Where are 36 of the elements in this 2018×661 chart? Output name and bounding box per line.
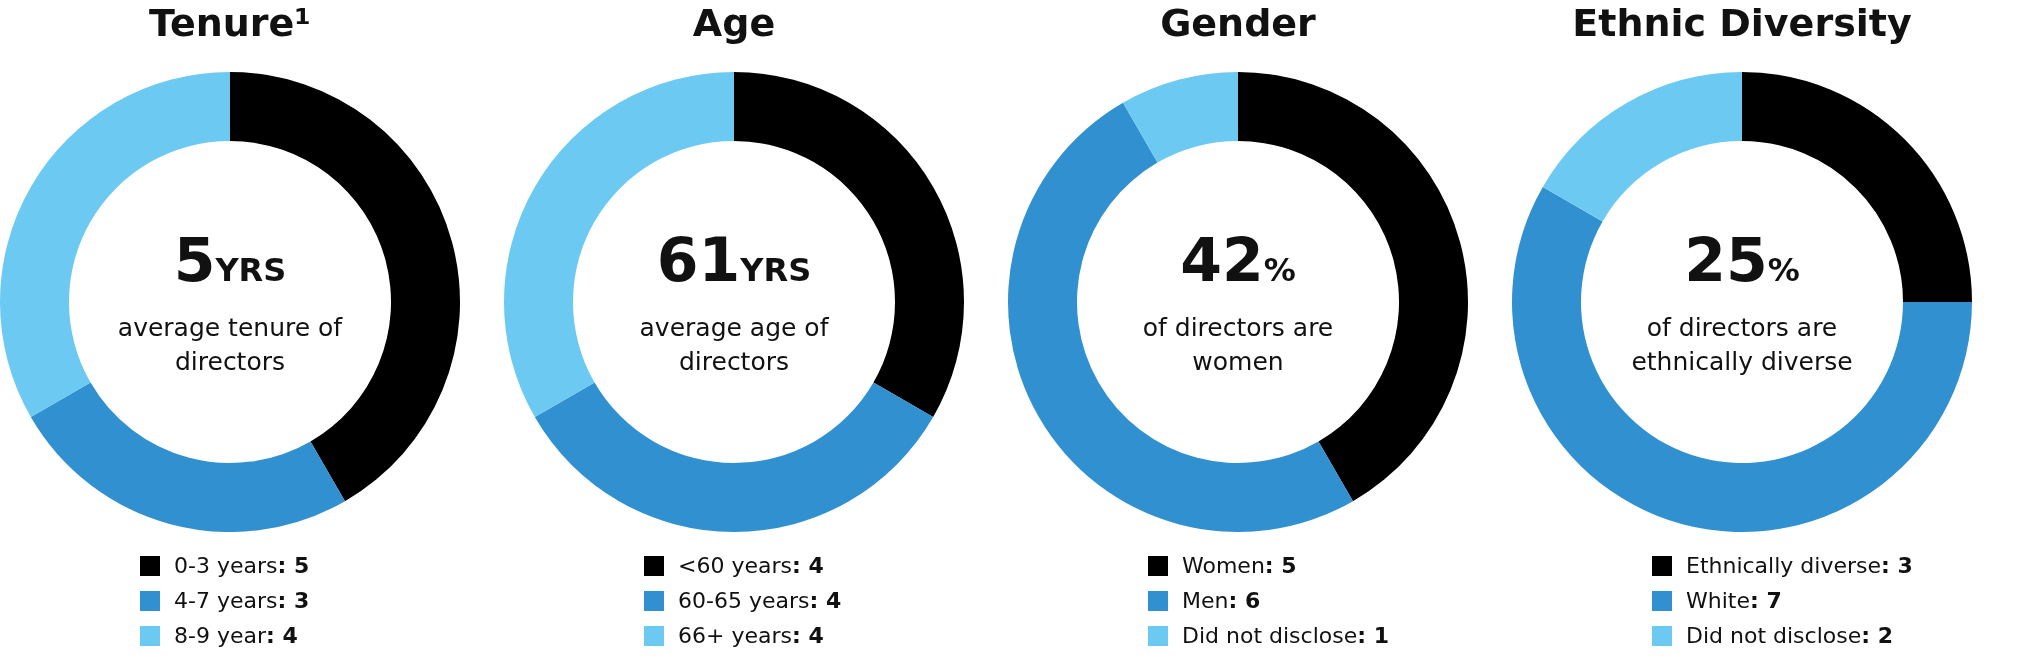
data-label: : 4: [791, 552, 824, 580]
data-label: : 2: [1861, 622, 1894, 650]
text: 61YRS: [656, 225, 812, 297]
legend-label: White: [1686, 587, 1750, 615]
text: of directors are ethnically diverse: [1630, 312, 1854, 378]
legend-label: 0-3 years: [174, 552, 278, 580]
data-label: : 3: [277, 587, 310, 615]
data-label: : 3: [1881, 552, 1913, 580]
legend-label: 66+ years: [678, 622, 792, 650]
text: average tenure of directors: [116, 312, 344, 378]
chart-title: Gender: [1159, 0, 1317, 46]
data-label: : 4: [809, 587, 842, 615]
text: 5YRS: [173, 225, 287, 297]
data-label: : 5: [277, 552, 310, 580]
data-label: : 7: [1749, 587, 1782, 615]
data-label: : 6: [1228, 587, 1261, 615]
chart-title: Tenure¹: [148, 0, 312, 46]
legend-label: Men: [1182, 587, 1229, 615]
legend-label: Women: [1182, 552, 1265, 580]
legend-label: 4-7 years: [174, 587, 278, 615]
legend-label: 60-65 years: [678, 587, 810, 615]
chart-title: Age: [691, 0, 777, 46]
data-label: : 1: [1357, 622, 1390, 650]
legend-label: Ethnically diverse: [1686, 552, 1882, 580]
text: 25%: [1684, 225, 1800, 297]
legend-label: Did not disclose: [1686, 622, 1862, 650]
text: 42%: [1180, 225, 1296, 297]
legend-label: <60 years: [678, 552, 792, 580]
legend-label: 8-9 year: [174, 622, 266, 650]
chart-title: Ethnic Diversity: [1571, 0, 1913, 46]
data-label: : 4: [266, 622, 298, 650]
data-label: : 5: [1264, 552, 1297, 580]
data-label: : 4: [791, 622, 824, 650]
legend-label: Did not disclose: [1182, 622, 1358, 650]
text: average age of directors: [638, 312, 830, 378]
text: of directors are women: [1141, 312, 1335, 378]
